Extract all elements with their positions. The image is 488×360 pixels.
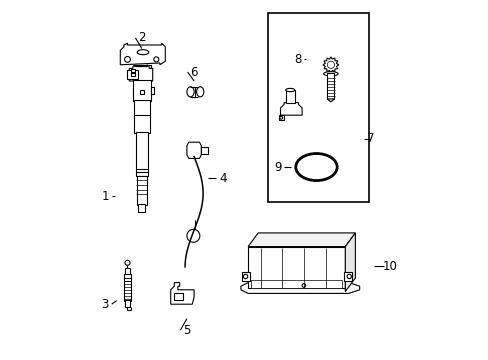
Polygon shape: [134, 65, 151, 68]
Circle shape: [243, 274, 247, 279]
Polygon shape: [345, 233, 355, 292]
Bar: [137, 176, 146, 205]
Ellipse shape: [295, 153, 337, 180]
Circle shape: [279, 116, 282, 119]
Bar: [125, 300, 129, 307]
Polygon shape: [280, 103, 302, 115]
Bar: [200, 147, 207, 154]
Polygon shape: [129, 65, 152, 81]
Circle shape: [153, 57, 159, 62]
Bar: [250, 280, 342, 288]
Text: 9: 9: [274, 161, 281, 174]
Circle shape: [124, 57, 130, 62]
Ellipse shape: [285, 88, 294, 91]
Bar: [247, 247, 345, 288]
Bar: [285, 90, 294, 103]
Ellipse shape: [137, 50, 148, 55]
Ellipse shape: [186, 87, 194, 97]
Polygon shape: [241, 283, 359, 293]
Bar: [343, 272, 351, 281]
Bar: [124, 268, 130, 274]
Text: 7: 7: [366, 132, 373, 145]
Polygon shape: [247, 233, 355, 247]
Circle shape: [186, 229, 200, 242]
Text: 10: 10: [382, 260, 397, 273]
Bar: [131, 73, 134, 76]
Bar: [151, 87, 154, 94]
Text: 5: 5: [183, 324, 190, 337]
Text: 2: 2: [138, 31, 145, 44]
Polygon shape: [326, 99, 334, 102]
Ellipse shape: [323, 72, 337, 76]
Text: 3: 3: [102, 298, 109, 311]
Bar: [138, 204, 145, 212]
Bar: [127, 70, 137, 79]
Polygon shape: [279, 115, 284, 120]
Bar: [267, 13, 368, 202]
Circle shape: [125, 260, 130, 265]
Text: 1: 1: [101, 190, 109, 203]
Bar: [241, 272, 249, 281]
Circle shape: [346, 274, 351, 279]
Bar: [174, 293, 183, 300]
Circle shape: [326, 61, 334, 68]
Text: 6: 6: [190, 66, 198, 78]
Polygon shape: [322, 57, 338, 73]
Bar: [133, 80, 151, 101]
Ellipse shape: [196, 87, 203, 97]
Bar: [326, 73, 334, 99]
Bar: [140, 90, 143, 94]
Bar: [124, 281, 130, 301]
Text: 4: 4: [219, 172, 226, 185]
Bar: [133, 100, 150, 133]
Text: 8: 8: [293, 53, 301, 66]
Bar: [123, 274, 131, 282]
Circle shape: [302, 284, 305, 287]
Polygon shape: [120, 43, 165, 65]
Polygon shape: [186, 142, 201, 158]
Bar: [136, 132, 148, 176]
Polygon shape: [170, 283, 194, 304]
Bar: [131, 69, 134, 72]
